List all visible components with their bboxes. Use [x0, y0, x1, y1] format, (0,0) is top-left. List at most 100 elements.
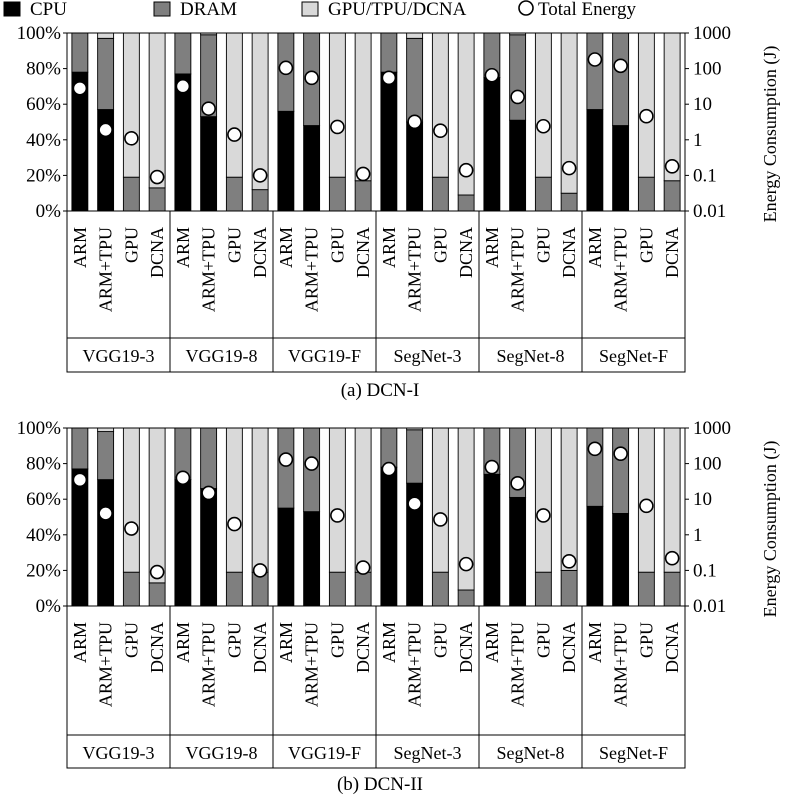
y-right-tick-label: 0.1 [693, 165, 717, 186]
total-energy-marker [330, 119, 345, 135]
bar-cpu [277, 507, 295, 607]
bar-dram [560, 569, 578, 607]
category-label: ARM+TPU [199, 227, 219, 312]
bar-gpu [637, 32, 655, 178]
bar-gpu [251, 32, 269, 191]
category-label: ARM [379, 622, 399, 663]
category-label: ARM+TPU [96, 227, 116, 312]
bar-gpu [97, 32, 115, 39]
category-label: DCNA [353, 227, 373, 278]
category-label: GPU [636, 227, 656, 263]
bar-gpu [560, 427, 578, 571]
bar-dram [97, 431, 115, 481]
bar-dram [122, 176, 140, 212]
bar-cpu [612, 512, 630, 607]
total-energy-marker [536, 118, 551, 134]
total-energy-marker [227, 516, 242, 532]
bar-cpu [303, 125, 321, 212]
bar-gpu [251, 427, 269, 573]
bar-cpu [303, 511, 321, 607]
category-label: ARM [173, 227, 193, 268]
bar-dram [663, 180, 681, 212]
y-right-tick-label: 10 [693, 489, 712, 510]
y-right-tick-label: 1 [693, 130, 703, 151]
legend-label-gpu: GPU/TPU/DCNA [328, 0, 467, 20]
bar-gpu [148, 32, 166, 189]
bar-cpu [200, 116, 218, 212]
category-label: GPU [121, 227, 141, 263]
category-label: ARM+TPU [96, 622, 116, 707]
total-energy-marker [587, 441, 603, 457]
legend-swatch-dram [153, 1, 171, 17]
category-label: ARM [482, 227, 502, 268]
bar-gpu [354, 32, 372, 182]
total-energy-marker [613, 446, 628, 461]
category-label: ARM [482, 622, 502, 663]
y-left-tick-label: 40% [26, 130, 61, 151]
y-left-tick-label: 0% [36, 596, 62, 617]
bar-gpu [97, 427, 115, 433]
bar-gpu [328, 427, 346, 573]
category-label: GPU [224, 227, 244, 263]
group-label: SegNet-F [599, 743, 668, 763]
bar-gpu [663, 427, 681, 573]
total-energy-marker [510, 475, 525, 491]
bar-cpu [174, 73, 192, 212]
bar-dram [251, 189, 269, 212]
bar-gpu [431, 32, 449, 178]
category-label: ARM+TPU [405, 227, 425, 312]
total-energy-marker [407, 114, 422, 130]
bar-dram [354, 571, 372, 607]
category-label: ARM+TPU [199, 622, 219, 707]
bar-gpu [431, 427, 449, 573]
category-label: DCNA [147, 622, 167, 673]
bar-cpu [406, 121, 424, 212]
legend-swatch-gpu [301, 1, 319, 17]
legend-marker-total [518, 0, 534, 16]
bar-dram [71, 427, 89, 470]
category-label: GPU [121, 622, 141, 658]
group-label: SegNet-F [599, 346, 668, 366]
group-label: SegNet-3 [394, 346, 462, 366]
y-right-tick-label: 1000 [693, 23, 731, 44]
total-energy-marker [252, 168, 268, 183]
y-right-tick-label: 0.1 [693, 560, 717, 581]
bar-cpu [483, 77, 501, 212]
panel-caption: (b) DCN-II [337, 774, 423, 795]
bar-dram [431, 571, 449, 607]
total-energy-marker [561, 160, 577, 176]
y-left-tick-label: 20% [26, 165, 61, 186]
total-energy-marker [304, 456, 319, 471]
panel-dcn-ii: 0% 20% 40% 60% 80% 100% 0.01 0.1 1 10 100 1000 Energ… [17, 418, 781, 795]
y-right-tick-label: 0.01 [693, 596, 726, 617]
bar-dram [122, 571, 140, 607]
category-label: ARM [70, 227, 90, 268]
bar-dram [457, 194, 475, 212]
total-energy-marker [639, 108, 654, 124]
y-left-tick-label: 20% [26, 560, 61, 581]
total-energy-marker [201, 101, 216, 116]
total-energy-marker [381, 461, 397, 477]
total-energy-marker [433, 512, 448, 527]
group-label: VGG19-F [288, 743, 361, 763]
panel-dcn-i: 0% 20% 40% 60% 80% 100% 0.01 0.1 1 10 100 1000 Energ… [17, 23, 781, 401]
bar-dram [663, 571, 681, 607]
bar-dram [174, 32, 192, 75]
y-right-tick-label: 1000 [693, 418, 731, 439]
total-energy-marker [639, 498, 654, 514]
bar-dram [637, 571, 655, 607]
total-energy-marker [484, 67, 500, 83]
bar-gpu [354, 427, 372, 573]
legend-label-dram: DRAM [180, 0, 237, 20]
bar-dram [148, 582, 166, 607]
category-label: ARM [379, 227, 399, 268]
category-label: DCNA [250, 227, 270, 278]
category-label: ARM+TPU [302, 227, 322, 312]
total-energy-marker [355, 560, 371, 575]
y-left-tick-label: 100% [17, 23, 62, 44]
total-energy-marker [304, 70, 319, 86]
category-label: ARM+TPU [611, 622, 631, 707]
bar-dram [534, 176, 552, 212]
total-energy-marker [330, 508, 345, 523]
total-energy-marker [381, 70, 397, 86]
